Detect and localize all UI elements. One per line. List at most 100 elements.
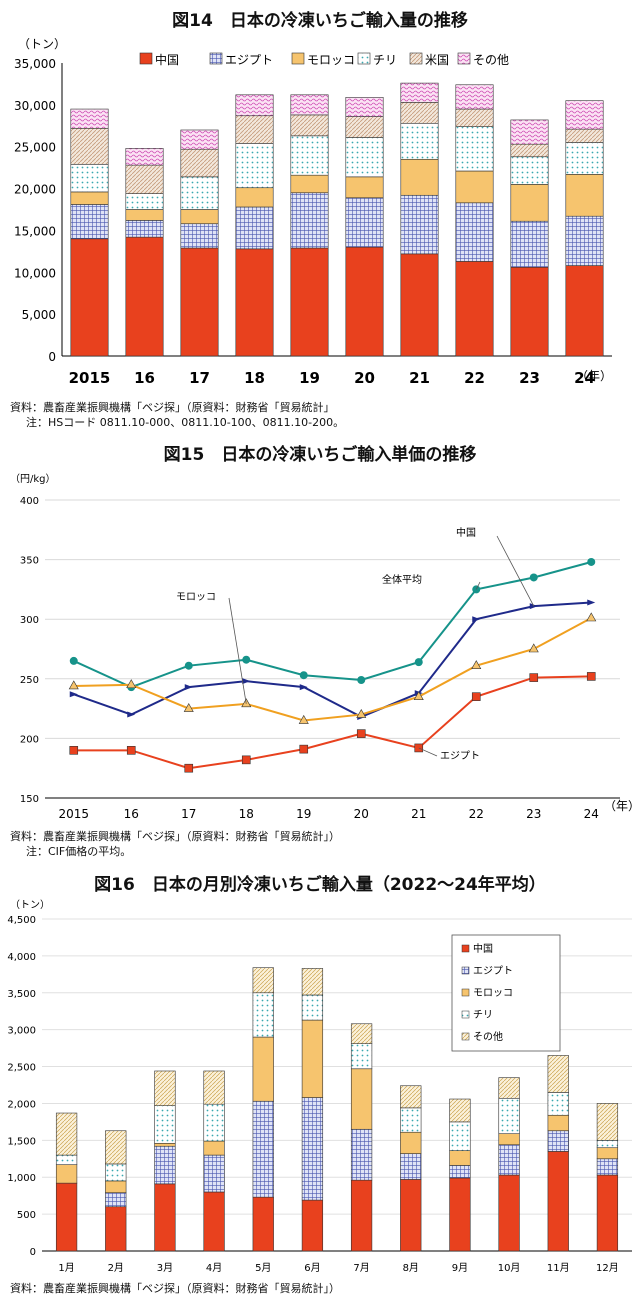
fig15-point-モロッコ: [68, 680, 79, 690]
fig14-xtick-label: 2015: [69, 369, 111, 387]
fig16-bar-モロッコ: [301, 1019, 324, 1098]
fig14-xtick-label: 17: [189, 369, 210, 387]
fig14-bar-中国: [180, 247, 219, 357]
fig16-bar-チリ: [301, 994, 324, 1021]
fig15-point-全体平均: [299, 671, 308, 680]
fig15-point-中国: [242, 678, 251, 685]
fig16-bar-モロッコ: [252, 1036, 274, 1102]
fig16-bar-モロッコ: [449, 1150, 471, 1166]
fig15-point-モロッコ: [298, 714, 309, 724]
fig14-legend-label: その他: [473, 53, 509, 67]
fig15-point-全体平均: [242, 655, 251, 664]
fig14-unit: （トン）: [18, 37, 66, 51]
fig14-bar-中国: [70, 238, 109, 357]
fig15-point-モロッコ: [471, 660, 482, 669]
fig16-bar-モロッコ: [498, 1133, 520, 1146]
fig16-xtick-label: 10月: [498, 1262, 521, 1274]
fig15-point-エジプト: [69, 746, 79, 755]
fig15-chart: （円/kg） （年） 150 200 250 300 350 400 2015 16 17 18 1…: [10, 473, 640, 821]
fig15-label-leader: [496, 535, 535, 607]
fig15-point-全体平均: [69, 656, 78, 665]
fig14-bar-エジプト: [345, 197, 384, 248]
fig15-series-label: モロッコ: [176, 592, 216, 603]
fig16-bar-チリ: [498, 1097, 520, 1134]
fig16-bar-エジプト: [449, 1165, 471, 1179]
fig15-point-エジプト: [126, 746, 136, 755]
fig14-xtick-label: 16: [134, 369, 155, 387]
fig16-bar-エジプト: [596, 1158, 619, 1176]
fig15-xtick-label: 24: [584, 807, 599, 821]
fig15-point-全体平均: [472, 585, 481, 594]
fig14-bar-その他: [510, 119, 549, 145]
fig15-xtick-label: 17: [181, 807, 196, 821]
fig16-bar-中国: [154, 1183, 176, 1252]
fig16-bar-その他: [596, 1103, 619, 1141]
fig14-bar-中国: [345, 246, 384, 357]
fig16-bar-中国: [301, 1199, 324, 1252]
fig14-bar-その他: [125, 148, 164, 166]
fig16-bar-チリ: [55, 1154, 78, 1165]
fig16-bar-エジプト: [105, 1192, 127, 1208]
fig16-bar-モロッコ: [596, 1147, 619, 1160]
fig16-xtick-label: 2月: [108, 1262, 124, 1274]
fig14-bar-エジプト: [455, 202, 494, 262]
fig16-bar-モロッコ: [350, 1068, 373, 1130]
fig14-bar-モロッコ: [510, 184, 549, 222]
fig16-xtick-label: 3月: [157, 1262, 173, 1274]
fig15-xtick-label: 19: [296, 807, 311, 821]
fig16-xtick-label: 7月: [353, 1262, 369, 1274]
fig16-chart: （トン） 0 500 1,000 1,500 2,000 2,500 3,000 3,500 4…: [7, 899, 632, 1274]
fig16-bar-その他: [301, 968, 324, 996]
fig16-bar-その他: [350, 1023, 373, 1044]
fig15-source: 資料：農畜産業振興機構「ベジ探」（原資料：財務省「貿易統計」）: [10, 830, 340, 843]
fig15-year-unit: （年）: [604, 799, 640, 813]
fig14-bar-その他: [235, 94, 274, 117]
fig14-bar-モロッコ: [125, 209, 164, 221]
fig16-legend-label: モロッコ: [473, 988, 513, 999]
fig14-ytick-label: 25,000: [14, 141, 56, 155]
fig14-bar-エジプト: [125, 220, 164, 238]
fig16-bar-その他: [105, 1130, 127, 1165]
fig15-ytick-label: 250: [20, 675, 39, 686]
fig15-point-中国: [69, 691, 78, 698]
fig16-bar-チリ: [400, 1107, 422, 1133]
fig14-bar-その他: [290, 94, 329, 116]
fig14-bar-その他: [455, 84, 494, 110]
fig14-bar-チリ: [235, 143, 274, 189]
fig16-bar-エジプト: [301, 1097, 324, 1201]
fig15-point-全体平均: [357, 675, 366, 684]
fig15-point-中国: [299, 684, 308, 691]
fig15-ytick-label: 200: [20, 734, 39, 745]
fig16-legend-label: その他: [473, 1030, 503, 1043]
fig15-point-全体平均: [587, 557, 596, 566]
fig16-unit: （トン）: [10, 899, 50, 911]
fig14-bar-チリ: [290, 135, 329, 176]
fig15-point-中国: [127, 711, 136, 718]
fig16-bar-中国: [350, 1179, 373, 1252]
fig14-legend-swatch: [357, 52, 371, 65]
fig14-xtick-label: 22: [464, 369, 485, 387]
fig16-bar-エジプト: [154, 1145, 176, 1185]
fig14-legend-label: モロッコ: [307, 53, 355, 67]
fig14-bar-米国: [180, 148, 219, 178]
fig16-xtick-label: 1月: [58, 1262, 74, 1274]
fig14-bar-中国: [565, 265, 604, 357]
fig14-title: 図14 日本の冷凍いちご輸入量の推移: [172, 11, 468, 31]
fig15-xtick-label: 20: [354, 807, 369, 821]
fig15-xtick-label: 18: [239, 807, 254, 821]
fig16-bar-その他: [252, 967, 274, 994]
fig16-xtick-label: 8月: [403, 1262, 419, 1274]
fig14-bar-米国: [455, 108, 494, 127]
fig16-bar-その他: [547, 1055, 569, 1093]
fig14-legend-label: 中国: [155, 52, 179, 67]
fig16-bar-エジプト: [350, 1128, 373, 1181]
fig14-bar-中国: [125, 236, 164, 357]
fig14-year-unit: （年）: [576, 369, 612, 383]
fig16-ytick-label: 3,000: [7, 1026, 36, 1037]
fig14-bar-米国: [400, 102, 439, 124]
fig14-xtick-label: 24: [574, 369, 595, 387]
fig14-bar-モロッコ: [565, 174, 604, 217]
fig15-line-エジプト: [73, 675, 592, 770]
fig14-bar-チリ: [565, 142, 604, 175]
fig14-xtick-label: 19: [299, 369, 320, 387]
